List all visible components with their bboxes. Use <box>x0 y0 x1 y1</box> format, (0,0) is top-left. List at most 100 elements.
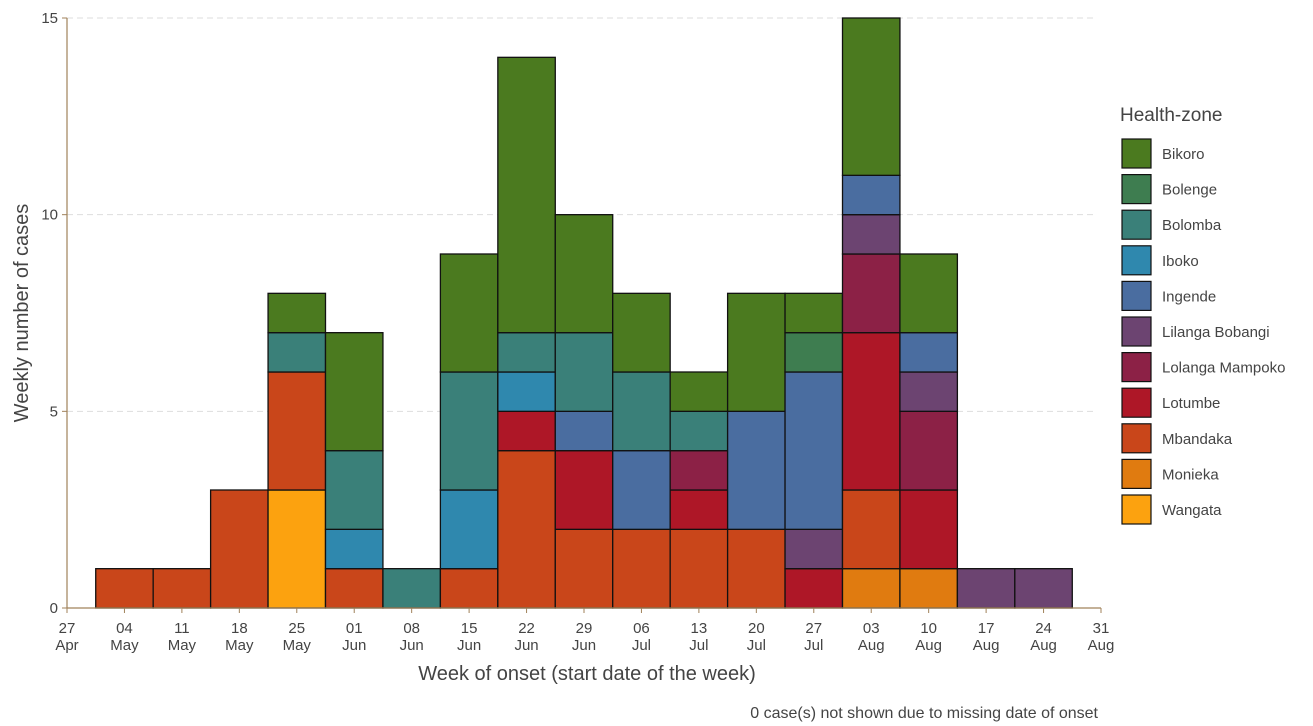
legend-swatch <box>1121 138 1152 169</box>
legend-label: Bikoro <box>1162 146 1205 163</box>
legend-label: Iboko <box>1162 253 1199 270</box>
bar-segment <box>267 371 327 491</box>
bar-segment <box>1014 568 1073 609</box>
x-tick-label: 29 Jun <box>571 620 597 654</box>
x-tick-label: 27 Jul <box>804 620 824 654</box>
legend-label: Wangata <box>1162 502 1222 519</box>
x-tick-label: 06 Jul <box>631 620 652 654</box>
x-tick-label: 10 Aug <box>915 620 942 654</box>
bar-segment <box>899 253 959 334</box>
y-axis-title: Weekly number of cases <box>11 204 33 423</box>
x-tick-label: 03 Aug <box>857 620 885 654</box>
bar-segment <box>841 332 901 491</box>
bar-segment <box>497 332 556 373</box>
x-tick-label: 04 May <box>110 620 139 654</box>
x-tick-label: 31 Aug <box>1087 620 1115 654</box>
x-tick-label: 01 Jun <box>342 620 367 654</box>
bar-segment <box>784 568 844 609</box>
bar-segment <box>324 568 384 609</box>
legend-swatch <box>1121 352 1152 383</box>
bar-segment <box>669 489 729 530</box>
bar-segment <box>612 292 671 373</box>
bar-segment <box>554 214 614 334</box>
legend-label: Bolenge <box>1162 182 1217 199</box>
bar-segment <box>152 568 212 609</box>
legend-swatch <box>1121 209 1152 240</box>
bar-segment <box>726 292 786 412</box>
legend-swatch <box>1121 387 1152 418</box>
bar-segment <box>841 174 901 216</box>
x-tick-label: 11 May <box>167 620 197 654</box>
bar-segment <box>784 528 844 570</box>
bar-segment <box>669 371 729 412</box>
legend-label: Ingende <box>1162 288 1216 305</box>
bar-segment <box>554 410 614 452</box>
bar-segment <box>726 410 786 530</box>
legend-swatch <box>1121 316 1152 347</box>
bar-segment <box>439 371 499 491</box>
bar-segment <box>841 17 901 176</box>
bar-segment <box>267 489 327 609</box>
bar-segment <box>669 528 729 609</box>
y-tick-label: 0 <box>50 600 58 617</box>
legend-label: Lolanga Mampoko <box>1162 360 1285 377</box>
legend-label: Bolomba <box>1162 217 1222 234</box>
x-tick-label: 25 May <box>282 620 311 654</box>
bar-segment <box>669 450 729 491</box>
bar-segment <box>267 292 327 334</box>
x-tick-label: 15 Jun <box>457 620 482 654</box>
bar-segment <box>784 371 844 530</box>
x-tick-label: 08 Jun <box>399 620 424 654</box>
bar-segment <box>267 332 327 373</box>
bar-segment <box>554 450 614 530</box>
bar-segment <box>899 410 959 491</box>
legend-label: Lilanga Bobangi <box>1162 324 1270 341</box>
bar-segment <box>841 214 901 255</box>
bar-segment <box>899 489 959 570</box>
bar-segment <box>841 489 901 570</box>
bar-segment <box>324 528 384 570</box>
bar-segment <box>899 371 959 412</box>
bar-segment <box>439 568 499 609</box>
legend-swatch <box>1121 458 1152 489</box>
bar-segment <box>554 528 614 609</box>
bar-segment <box>669 410 729 452</box>
bar-segment <box>497 410 556 452</box>
bar-segment <box>841 253 901 334</box>
bar-segment <box>554 332 614 412</box>
y-tick-label: 10 <box>41 207 58 224</box>
bar-segment <box>899 568 959 609</box>
bar-segment <box>612 371 671 452</box>
legend-label: Lotumbe <box>1162 395 1220 412</box>
x-tick-label: 22 Jun <box>514 620 539 654</box>
bar-segment <box>209 489 269 609</box>
x-tick-label: 18 May <box>225 620 254 654</box>
bar-segment <box>612 450 671 530</box>
legend-swatch <box>1121 245 1152 276</box>
legend-label: Mbandaka <box>1162 431 1233 448</box>
x-tick-label: 17 Aug <box>972 620 1000 654</box>
bar-segment <box>324 332 384 452</box>
legend-swatch <box>1121 280 1152 311</box>
bar-segment <box>841 568 901 609</box>
bar-segment <box>899 332 959 373</box>
bar-segment <box>497 371 556 412</box>
legend-swatch <box>1121 423 1152 454</box>
bar-segment <box>784 332 844 373</box>
caption: 0 case(s) not shown due to missing date … <box>750 705 1098 722</box>
x-axis-title: Week of onset (start date of the week) <box>418 663 756 685</box>
bar-segment <box>382 568 442 609</box>
bar-segment <box>497 450 556 609</box>
bar-segment <box>95 568 154 609</box>
x-tick-label: 20 Jul <box>746 620 766 654</box>
bar-segment <box>324 450 384 530</box>
bar-segment <box>956 568 1016 609</box>
x-tick-label: 13 Jul <box>689 620 709 654</box>
bar-segment <box>726 528 786 609</box>
bar-segment <box>439 489 499 570</box>
legend-title: Health-zone <box>1120 105 1222 126</box>
bar-segment <box>612 528 671 609</box>
y-tick-label: 5 <box>50 403 58 420</box>
